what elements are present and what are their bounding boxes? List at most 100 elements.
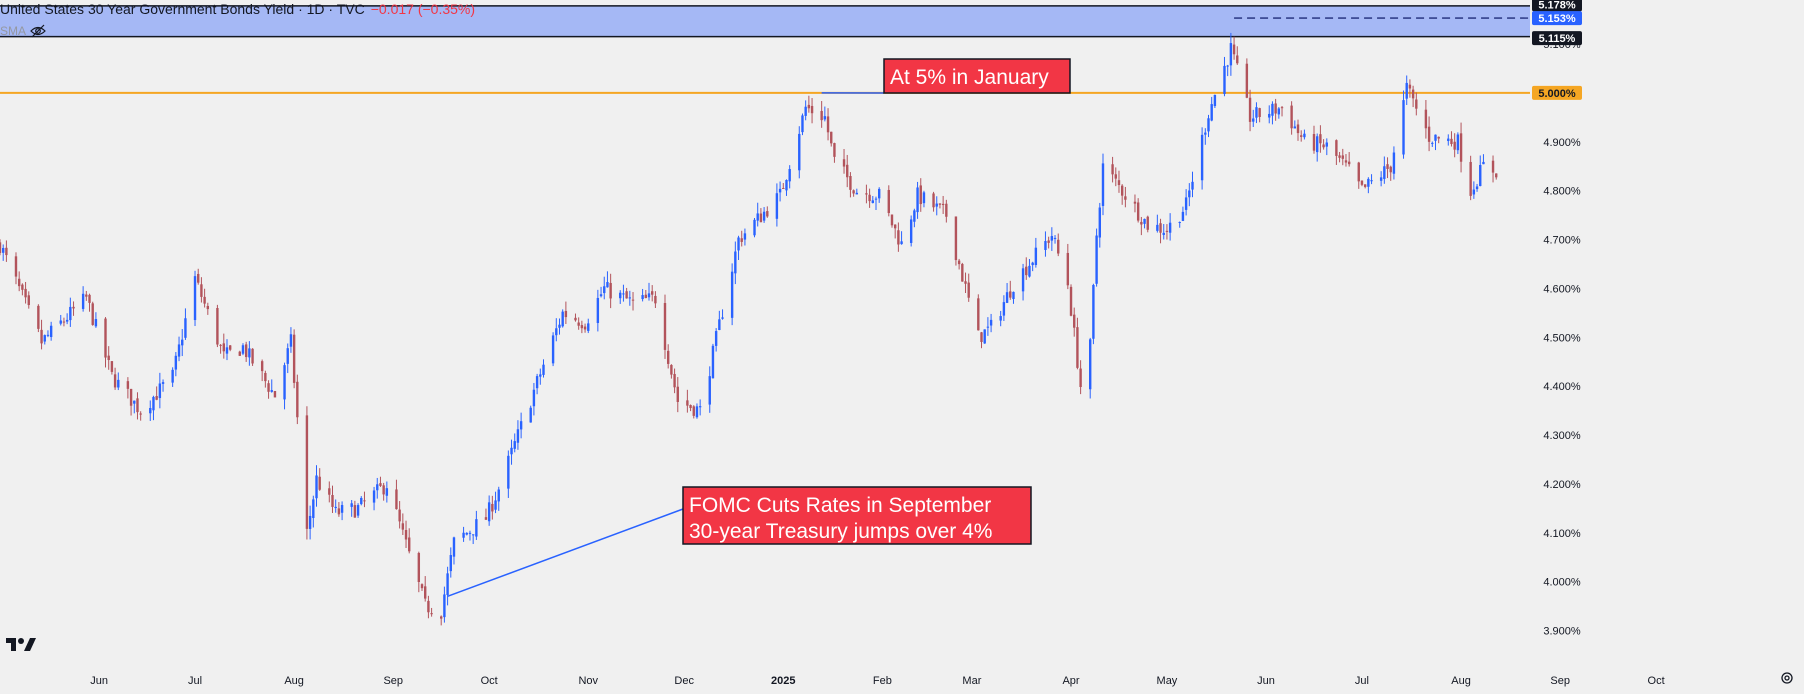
candle-body bbox=[753, 220, 755, 235]
candle-body bbox=[581, 325, 583, 328]
candle bbox=[1003, 295, 1005, 321]
candle-body bbox=[450, 555, 452, 571]
indicator-legend[interactable]: SMA bbox=[0, 22, 46, 40]
candle bbox=[139, 411, 141, 420]
candle bbox=[1163, 224, 1165, 239]
candle-body bbox=[1233, 45, 1235, 55]
candle-body bbox=[987, 327, 989, 328]
candle bbox=[868, 189, 870, 208]
candle bbox=[645, 290, 647, 298]
candle bbox=[475, 511, 477, 540]
candle bbox=[159, 373, 161, 408]
candle-body bbox=[1191, 182, 1193, 190]
symbol-title[interactable]: United States 30 Year Government Bonds Y… bbox=[0, 1, 365, 17]
candle bbox=[1322, 139, 1324, 149]
candle bbox=[1303, 130, 1305, 140]
candle-body bbox=[1210, 104, 1212, 120]
candle bbox=[1121, 184, 1123, 205]
candle-body bbox=[587, 323, 589, 331]
gear-icon[interactable] bbox=[1780, 671, 1794, 685]
candle bbox=[271, 379, 273, 392]
candle bbox=[350, 500, 352, 517]
candle bbox=[130, 389, 132, 416]
candle-body bbox=[1313, 134, 1315, 151]
candle-body bbox=[1268, 114, 1270, 118]
candle bbox=[92, 302, 94, 326]
candle-body bbox=[37, 306, 39, 329]
candle-body bbox=[82, 294, 84, 309]
candle bbox=[223, 334, 225, 359]
candle-body bbox=[558, 325, 560, 328]
candle bbox=[1006, 283, 1008, 303]
candle bbox=[171, 367, 173, 387]
candle bbox=[453, 537, 455, 565]
candle-body bbox=[517, 429, 519, 442]
candle-body bbox=[44, 335, 46, 341]
candle bbox=[964, 273, 966, 293]
candle bbox=[306, 406, 308, 539]
candle bbox=[1028, 259, 1030, 278]
candle bbox=[1370, 174, 1372, 184]
candle bbox=[1338, 152, 1340, 162]
candle-body bbox=[891, 215, 893, 226]
candle-body bbox=[1457, 134, 1459, 150]
candle-body bbox=[178, 344, 180, 356]
candle bbox=[1182, 207, 1184, 221]
candle bbox=[507, 450, 509, 498]
candle-body bbox=[130, 389, 132, 406]
candle bbox=[136, 392, 138, 419]
candle bbox=[619, 290, 621, 304]
candle-body bbox=[498, 490, 500, 502]
candle bbox=[488, 495, 490, 525]
level-price-label: 5.000% bbox=[1538, 88, 1576, 100]
candle-body bbox=[229, 345, 231, 349]
candle bbox=[629, 291, 631, 306]
candle-body bbox=[939, 203, 941, 204]
candle bbox=[846, 155, 848, 187]
candle-body bbox=[1079, 369, 1081, 387]
candle-body bbox=[28, 295, 30, 305]
candle-body bbox=[622, 293, 624, 294]
x-tick-label: Mar bbox=[962, 675, 981, 687]
candle bbox=[127, 377, 129, 398]
candle bbox=[1051, 227, 1053, 251]
candle-body bbox=[542, 365, 544, 375]
candle-body bbox=[1358, 163, 1360, 182]
candle bbox=[72, 301, 74, 315]
candle bbox=[37, 304, 39, 332]
candle-body bbox=[999, 316, 1001, 321]
candle bbox=[155, 386, 157, 400]
candle-body bbox=[846, 165, 848, 177]
candle-body bbox=[820, 111, 822, 120]
candle-body bbox=[50, 326, 52, 337]
candle bbox=[1188, 183, 1190, 206]
candle bbox=[315, 465, 317, 506]
candle-body bbox=[402, 523, 404, 529]
candle-body bbox=[267, 383, 269, 392]
candle bbox=[721, 309, 723, 319]
candle bbox=[239, 351, 241, 356]
candle bbox=[1009, 281, 1011, 300]
candle bbox=[824, 107, 826, 122]
price-axis[interactable]: 3.900%4.000%4.100%4.200%4.300%4.400%4.50… bbox=[1532, 0, 1582, 638]
tradingview-logo-icon[interactable] bbox=[6, 636, 36, 652]
candle-body bbox=[980, 332, 982, 342]
candle-body bbox=[673, 374, 675, 387]
candle-body bbox=[152, 397, 154, 410]
candle bbox=[1255, 102, 1257, 123]
candle-body bbox=[1316, 136, 1318, 152]
candle-body bbox=[1070, 287, 1072, 316]
candle bbox=[1313, 126, 1315, 154]
candle bbox=[341, 501, 343, 520]
candle-body bbox=[1003, 302, 1005, 315]
candle-body bbox=[271, 390, 273, 392]
eye-hidden-icon[interactable] bbox=[30, 23, 46, 39]
candle-body bbox=[699, 406, 701, 407]
candle-body bbox=[916, 187, 918, 212]
candle bbox=[1226, 65, 1228, 76]
candle bbox=[689, 404, 691, 411]
candle bbox=[1431, 142, 1433, 147]
